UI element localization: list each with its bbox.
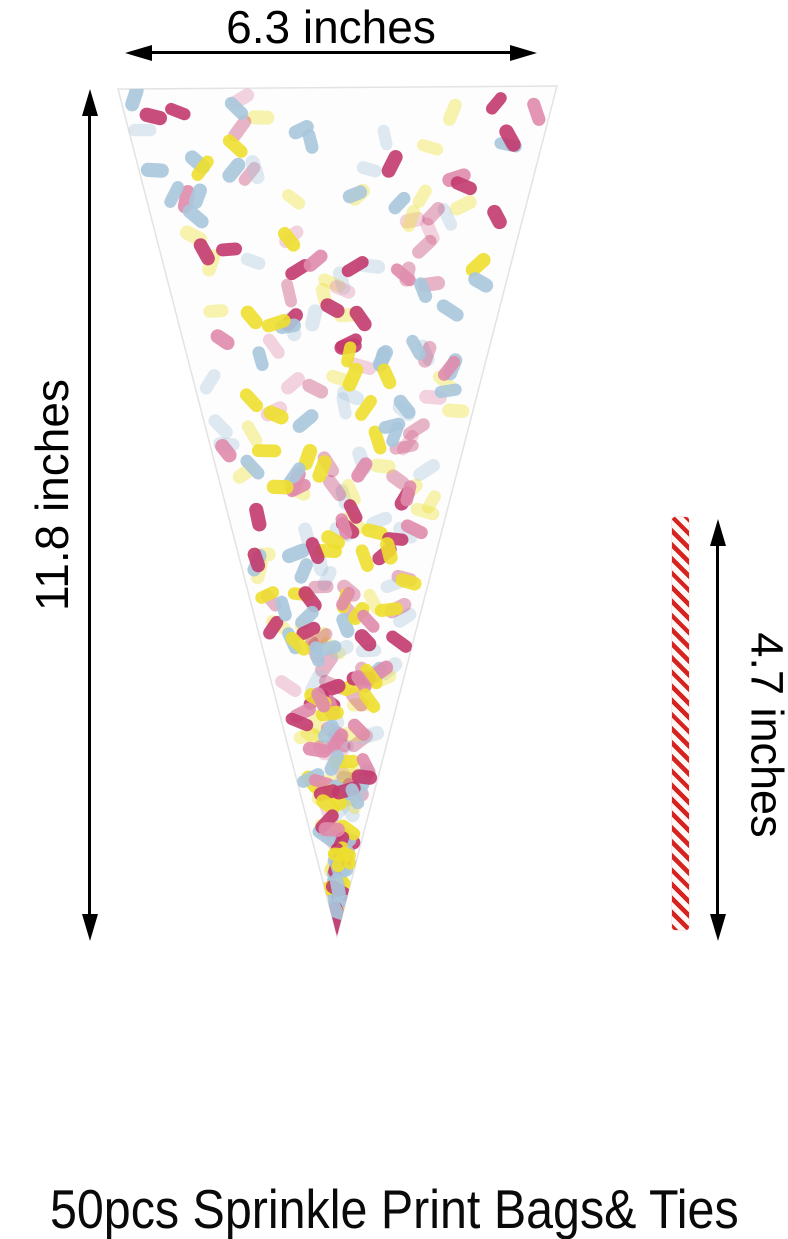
tie-length-arrow [710, 519, 726, 941]
arrowhead-down-icon [82, 914, 98, 941]
tie-length-label: 4.7 inches [741, 632, 788, 838]
width-dimension-arrow [125, 45, 537, 61]
cone-bag [117, 85, 558, 939]
arrowhead-left-icon [125, 45, 152, 61]
width-dimension-label: 6.3 inches [226, 1, 436, 53]
caption: 50pcs Sprinkle Print Bags& Ties [49, 1178, 739, 1239]
height-dimension-arrow [82, 89, 98, 941]
arrowhead-right-icon [510, 45, 537, 61]
twist-tie [672, 517, 689, 930]
cone-bag-outline [117, 85, 558, 939]
caption-row: 50pcs Sprinkle Print Bags& Ties [0, 1178, 788, 1239]
arrowhead-down-icon [710, 914, 726, 941]
arrowhead-up-icon [82, 89, 98, 116]
arrow-line [145, 51, 517, 54]
height-dimension-label: 11.8 inches [26, 379, 78, 611]
arrowhead-up-icon [710, 519, 726, 546]
arrow-line [88, 109, 91, 921]
sprinkles-front-layer [125, 86, 546, 936]
arrow-line [716, 539, 719, 921]
